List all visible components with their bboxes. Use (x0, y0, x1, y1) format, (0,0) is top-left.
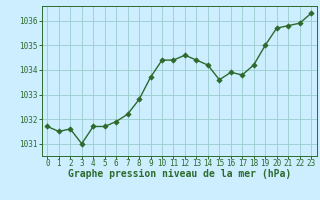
X-axis label: Graphe pression niveau de la mer (hPa): Graphe pression niveau de la mer (hPa) (68, 169, 291, 179)
